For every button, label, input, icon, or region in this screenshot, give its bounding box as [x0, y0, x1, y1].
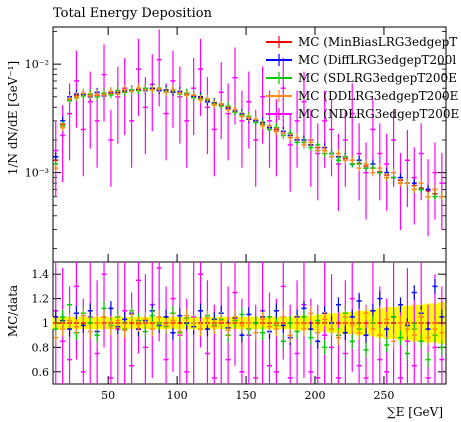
- legend-label: MC (MinBiasLRG3edgepT: [298, 35, 457, 49]
- x-tick-label: 100: [167, 389, 188, 402]
- legend-label: MC (DiffLRG3edgepT200l: [298, 53, 456, 67]
- ratio-y-tick-label: 0.6: [32, 366, 50, 379]
- y-tick-label: 10⁻²: [25, 58, 49, 71]
- x-tick-label: 200: [305, 389, 326, 402]
- legend-label: MC (NDLRG3edgepT200E: [298, 107, 459, 121]
- ratio-y-tick-label: 1.4: [32, 268, 50, 281]
- legend: MC (MinBiasLRG3edgepT MC (DiffLRG3edgepT2…: [266, 35, 459, 121]
- ratio-y-axis-label: MC/data: [6, 285, 20, 337]
- ratio-y-tick-label: 1: [42, 317, 49, 330]
- x-tick-label: 250: [373, 389, 394, 402]
- x-tick-label: 150: [236, 389, 257, 402]
- chart-title: Total Energy Deposition: [53, 6, 213, 21]
- main-series: [53, 83, 445, 201]
- legend-label: MC (DDLRG3edgepT200E: [298, 89, 458, 103]
- ratio-series: [53, 305, 445, 349]
- ratio-y-tick-label: 1.2: [32, 293, 50, 306]
- y-tick-label: 10⁻³: [25, 167, 49, 180]
- x-axis-label: ∑E [GeV]: [387, 405, 443, 419]
- ratio-y-tick-label: 0.8: [32, 341, 50, 354]
- main-y-axis-label: 1/N dN/dE [GeV⁻¹]: [6, 61, 20, 175]
- x-tick-label: 50: [101, 389, 115, 402]
- ratio-panel: 0.6 0.8 1 1.2 1.4 50 100 150 200 250: [32, 261, 447, 402]
- legend-label: MC (SDLRG3edgepT200E: [298, 71, 457, 85]
